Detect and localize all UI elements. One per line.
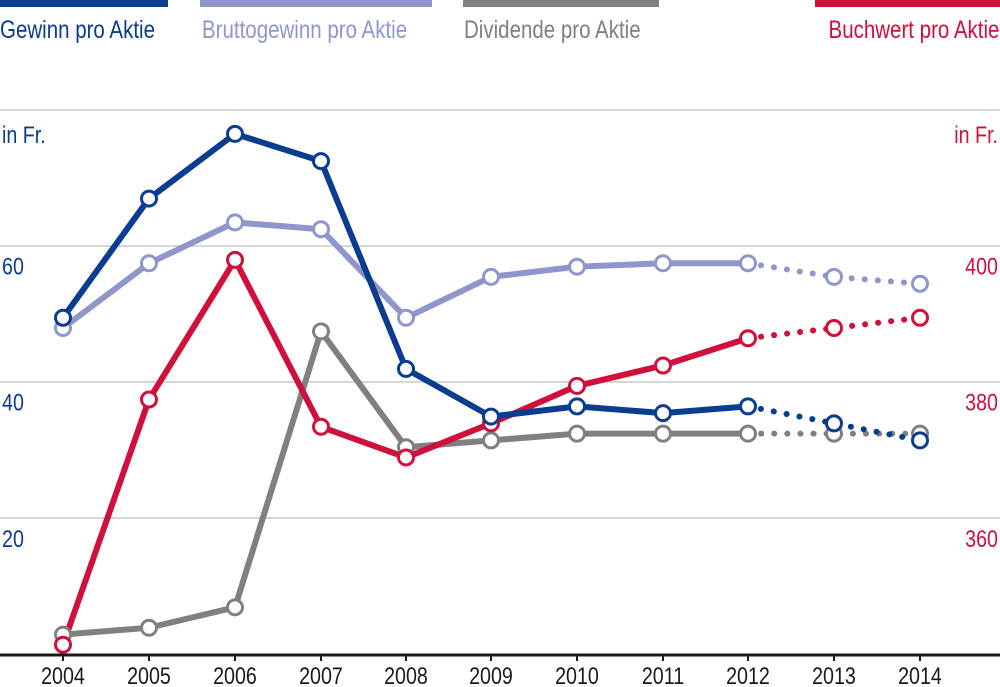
- point-1-2007: [312, 220, 330, 239]
- point-2-2010: [568, 424, 586, 443]
- point-1-2009: [482, 267, 500, 286]
- point-1-2014: [911, 274, 929, 293]
- point-1-2005: [140, 254, 158, 273]
- point-2-2005: [140, 618, 158, 637]
- point-3-2011: [654, 356, 672, 375]
- point-1-2011: [654, 254, 672, 273]
- point-1-2008: [397, 308, 415, 327]
- left-axis-unit: in Fr.: [2, 121, 46, 148]
- point-3-2010: [568, 376, 586, 395]
- point-2-2007: [312, 322, 330, 341]
- legend-swatch-1: [200, 0, 432, 7]
- point-0-2006: [226, 124, 244, 143]
- x-tick-label-2007: 2007: [299, 662, 343, 687]
- point-1-2012: [739, 254, 757, 273]
- x-tick-label-2010: 2010: [555, 662, 599, 687]
- x-tick-label-2005: 2005: [127, 662, 171, 687]
- legend-label-2: Dividende pro Aktie: [464, 16, 641, 44]
- series-forecast-line-3: [745, 314, 923, 342]
- point-0-2009: [482, 407, 500, 426]
- x-tick-label-2009: 2009: [469, 662, 513, 687]
- point-2-2006: [226, 598, 244, 617]
- point-3-2008: [397, 448, 415, 467]
- point-3-2007: [312, 417, 330, 436]
- x-tick-label-2014: 2014: [898, 662, 942, 687]
- point-0-2005: [140, 189, 158, 208]
- point-0-2012: [739, 397, 757, 416]
- point-1-2013: [825, 267, 843, 286]
- legend-swatch-2: [463, 0, 659, 7]
- point-0-2010: [568, 397, 586, 416]
- point-0-2008: [397, 359, 415, 378]
- point-0-2011: [654, 404, 672, 423]
- point-2-2009: [482, 431, 500, 450]
- x-tick-label-2006: 2006: [213, 662, 257, 687]
- x-tick-label-2004: 2004: [41, 662, 85, 687]
- series-forecast-line-1: [745, 260, 923, 287]
- x-tick-label-2011: 2011: [642, 662, 684, 687]
- right-tick-label-400: 400: [965, 252, 998, 279]
- point-2-2012: [739, 424, 757, 443]
- point-0-2014: [911, 431, 929, 450]
- point-0-2007: [312, 152, 330, 171]
- point-3-2005: [140, 390, 158, 409]
- right-tick-label-380: 380: [965, 389, 998, 416]
- legend-swatch-3: [815, 0, 1000, 7]
- legend-label-0: Gewinn pro Aktie: [0, 16, 155, 44]
- left-tick-label-20: 20: [2, 525, 24, 552]
- point-0-2013: [825, 414, 843, 433]
- legend-label-3: Buchwert pro Aktie: [828, 16, 999, 44]
- series-markers: [54, 124, 929, 654]
- series-forecast-line-0: [745, 403, 923, 444]
- left-tick-label-60: 60: [2, 252, 24, 279]
- x-tick-label-2008: 2008: [384, 662, 428, 687]
- legend-swatch-0: [0, 0, 168, 7]
- point-1-2010: [568, 257, 586, 276]
- point-1-2006: [226, 213, 244, 232]
- point-3-2012: [739, 329, 757, 348]
- point-3-2013: [825, 319, 843, 337]
- x-tick-label-2012: 2012: [726, 662, 770, 687]
- axes: 2004 2005 2006 2007 2008 2009 2010 2011 2012 2013…: [0, 121, 1000, 687]
- left-tick-label-40: 40: [2, 389, 24, 416]
- point-3-2006: [226, 250, 244, 269]
- point-3-2004: [54, 635, 72, 654]
- x-tick-label-2013: 2013: [812, 662, 856, 687]
- legend-label-1: Bruttogewinn pro Aktie: [202, 16, 408, 44]
- right-tick-label-360: 360: [965, 525, 998, 552]
- point-3-2014: [911, 308, 929, 327]
- grid-lines: [0, 109, 1000, 519]
- point-0-2004: [54, 308, 72, 327]
- point-2-2011: [654, 424, 672, 443]
- series-lines: [60, 130, 923, 648]
- right-axis-unit: in Fr.: [954, 121, 998, 148]
